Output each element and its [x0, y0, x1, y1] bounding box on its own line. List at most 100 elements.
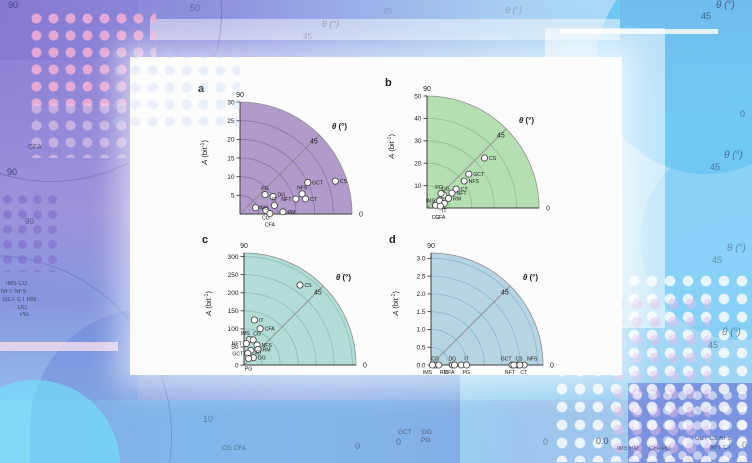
svg-text:IMS: IMS — [426, 199, 436, 205]
faded-label: 0 — [543, 437, 549, 447]
data-point-nft: NFT — [232, 339, 250, 347]
svg-text:200: 200 — [228, 290, 239, 297]
faded-label: θ (°) — [727, 243, 746, 254]
data-point-pg: PG — [261, 186, 269, 199]
data-point-ct: CT — [301, 195, 318, 203]
svg-text:30: 30 — [227, 99, 235, 106]
svg-text:GCT: GCT — [473, 172, 485, 178]
faded-label: 45 — [710, 162, 721, 172]
faded-label: 0 — [355, 441, 361, 451]
faded-label: 45 — [712, 255, 723, 265]
svg-text:c: c — [202, 234, 208, 246]
faded-label: θ (°) — [716, 0, 735, 11]
data-point-ct: CT — [516, 361, 528, 376]
svg-text:IT: IT — [272, 197, 277, 203]
data-point-cg: CG — [432, 201, 440, 221]
svg-text:RM: RM — [440, 370, 448, 376]
halftone-dots-white-purple-block — [630, 388, 752, 462]
faded-label: IMS CG — [6, 281, 28, 287]
svg-text:IMS: IMS — [259, 206, 269, 212]
svg-text:PG: PG — [462, 370, 470, 376]
faded-label: GCT — [398, 429, 412, 436]
faded-label: 10 — [203, 414, 214, 424]
data-point-it: IT — [463, 357, 471, 369]
faded-label: PG — [421, 437, 431, 444]
svg-text:CS: CS — [516, 357, 524, 363]
data-point-cg: CG — [262, 206, 270, 221]
svg-text:250: 250 — [228, 272, 239, 279]
data-point-cfa: CFA — [435, 202, 446, 221]
data-point-pg: PG — [457, 361, 470, 376]
data-point-dg: DG — [448, 357, 456, 369]
faded-label: PG — [20, 312, 29, 318]
faded-label: 0 — [740, 109, 746, 119]
rounded-corner-block-bottom-left — [30, 308, 460, 463]
svg-text:θ (°): θ (°) — [336, 273, 352, 282]
data-point-ims: IMS — [423, 361, 436, 376]
svg-text:CS: CS — [340, 179, 348, 185]
data-point-it: IT — [250, 316, 264, 324]
data-point-dg: DG — [249, 354, 266, 362]
faded-label: CFA PG — [649, 446, 671, 452]
faded-label: θ (°) — [724, 150, 743, 161]
data-point-rm: RM — [435, 361, 448, 376]
svg-text:0: 0 — [550, 363, 554, 370]
data-point-cg: CG — [249, 331, 261, 344]
data-point-nfs: NFS — [253, 341, 272, 349]
svg-text:150: 150 — [228, 308, 239, 315]
white-block-top-right — [545, 28, 665, 328]
svg-text:DG: DG — [258, 356, 266, 362]
svg-text:5: 5 — [231, 193, 235, 200]
svg-text:1.5: 1.5 — [416, 309, 425, 316]
data-point-dg: DG — [440, 186, 450, 199]
halftone-dots-purple-left — [0, 192, 62, 272]
halftone-dots-lavender-bottom-right — [610, 295, 710, 462]
data-point-cg: CG — [431, 357, 439, 369]
svg-text:PG: PG — [435, 185, 443, 191]
figure-panel — [130, 57, 622, 375]
svg-text:1.0: 1.0 — [416, 327, 425, 334]
svg-text:45: 45 — [501, 289, 509, 296]
data-point-nft: NFT — [505, 361, 518, 376]
svg-text:0: 0 — [235, 362, 239, 369]
data-point-rm: RM — [254, 345, 271, 353]
svg-text:20: 20 — [227, 137, 235, 144]
svg-text:NFS: NFS — [527, 357, 538, 363]
white-band-right — [560, 29, 718, 34]
faded-arc-bottom-left — [0, 255, 172, 463]
svg-text:θ (°): θ (°) — [519, 116, 535, 125]
svg-text:NFT: NFT — [281, 197, 292, 203]
svg-text:IT: IT — [259, 318, 264, 324]
svg-text:CS: CS — [304, 283, 312, 289]
faded-label: 0 — [742, 440, 748, 450]
svg-text:90: 90 — [423, 86, 431, 93]
faded-label: CG CFA — [222, 445, 247, 452]
background-right-column — [620, 0, 752, 463]
faded-label: 45 — [701, 11, 712, 21]
svg-text:b: b — [385, 77, 392, 89]
white-band-top — [150, 19, 620, 40]
halftone-dots-pink — [28, 10, 156, 106]
svg-text:100: 100 — [228, 326, 239, 333]
faded-label: 0.0 — [596, 436, 609, 446]
svg-text:GCT: GCT — [501, 357, 513, 363]
svg-text:45: 45 — [314, 289, 322, 296]
svg-text:50: 50 — [231, 344, 239, 351]
svg-text:CG: CG — [432, 215, 440, 221]
faded-label: GCT CS NFS — [695, 436, 732, 442]
data-point-rm: RM — [279, 208, 295, 216]
faded-label: 45 — [383, 7, 392, 16]
svg-text:NFS: NFS — [297, 185, 308, 191]
svg-text:15: 15 — [227, 155, 235, 162]
svg-text:PG: PG — [261, 186, 269, 192]
svg-text:CT: CT — [520, 370, 528, 376]
svg-text:CT: CT — [310, 197, 318, 203]
svg-text:0: 0 — [359, 212, 363, 219]
data-point-gct: GCT — [465, 170, 485, 178]
data-point-ims: IMS — [252, 204, 269, 212]
faded-label: 45 — [708, 340, 719, 350]
data-point-nft: NFT — [448, 189, 467, 197]
svg-text:CT: CT — [255, 350, 263, 356]
